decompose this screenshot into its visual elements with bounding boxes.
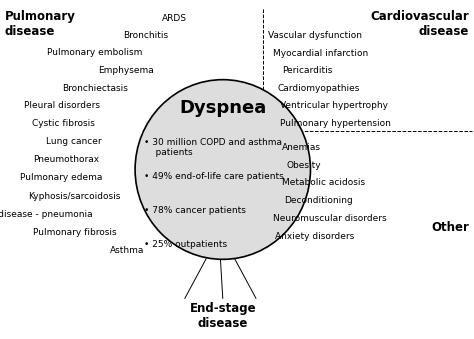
Text: • 30 million COPD and asthma
    patients: • 30 million COPD and asthma patients [144, 138, 282, 157]
Text: Other: Other [431, 221, 469, 234]
Text: Obesity: Obesity [287, 161, 321, 170]
Text: Bronchiectasis: Bronchiectasis [62, 84, 128, 93]
Text: Pulmonary edema: Pulmonary edema [19, 174, 102, 182]
Text: Cystic fibrosis: Cystic fibrosis [32, 119, 95, 128]
Text: Ventricular hypertrophy: Ventricular hypertrophy [280, 101, 388, 110]
Text: Anxiety disorders: Anxiety disorders [275, 232, 354, 241]
Text: Myocardial infarction: Myocardial infarction [273, 49, 368, 58]
Text: Cardiovascular
disease: Cardiovascular disease [371, 10, 469, 38]
Text: Asthma: Asthma [110, 246, 145, 255]
Text: • 49% end-of-life care patients: • 49% end-of-life care patients [144, 172, 283, 181]
Text: ARDS: ARDS [162, 14, 187, 23]
Text: End-stage
disease: End-stage disease [190, 302, 256, 330]
Text: Lung cancer: Lung cancer [46, 137, 102, 146]
Text: Pulmonary hypertension: Pulmonary hypertension [280, 119, 391, 128]
Text: Anemias: Anemias [282, 143, 321, 152]
Text: Pericarditis: Pericarditis [282, 66, 332, 75]
Text: Pulmonary embolism: Pulmonary embolism [47, 48, 142, 57]
Text: Kyphosis/sarcoidosis: Kyphosis/sarcoidosis [28, 192, 121, 201]
Text: Dyspnea: Dyspnea [179, 99, 266, 117]
Text: Pulmonary fibrosis: Pulmonary fibrosis [33, 228, 116, 237]
Text: Emphysema: Emphysema [98, 66, 154, 75]
Text: Pneumothorax: Pneumothorax [33, 155, 100, 164]
Text: • 78% cancer patients: • 78% cancer patients [144, 206, 246, 215]
Text: Infectious disease - pneumonia: Infectious disease - pneumonia [0, 210, 92, 219]
Text: Pleural disorders: Pleural disorders [24, 101, 100, 110]
Text: Deconditioning: Deconditioning [284, 196, 353, 205]
Text: Pulmonary
disease: Pulmonary disease [5, 10, 76, 38]
Text: Neuromuscular disorders: Neuromuscular disorders [273, 214, 386, 223]
Text: Vascular dysfunction: Vascular dysfunction [268, 31, 362, 40]
Text: Cardiomyopathies: Cardiomyopathies [277, 84, 360, 93]
Text: • 25% outpatients: • 25% outpatients [144, 240, 227, 250]
Ellipse shape [135, 80, 310, 259]
Text: Metabolic acidosis: Metabolic acidosis [282, 178, 365, 187]
Text: Bronchitis: Bronchitis [123, 31, 168, 40]
